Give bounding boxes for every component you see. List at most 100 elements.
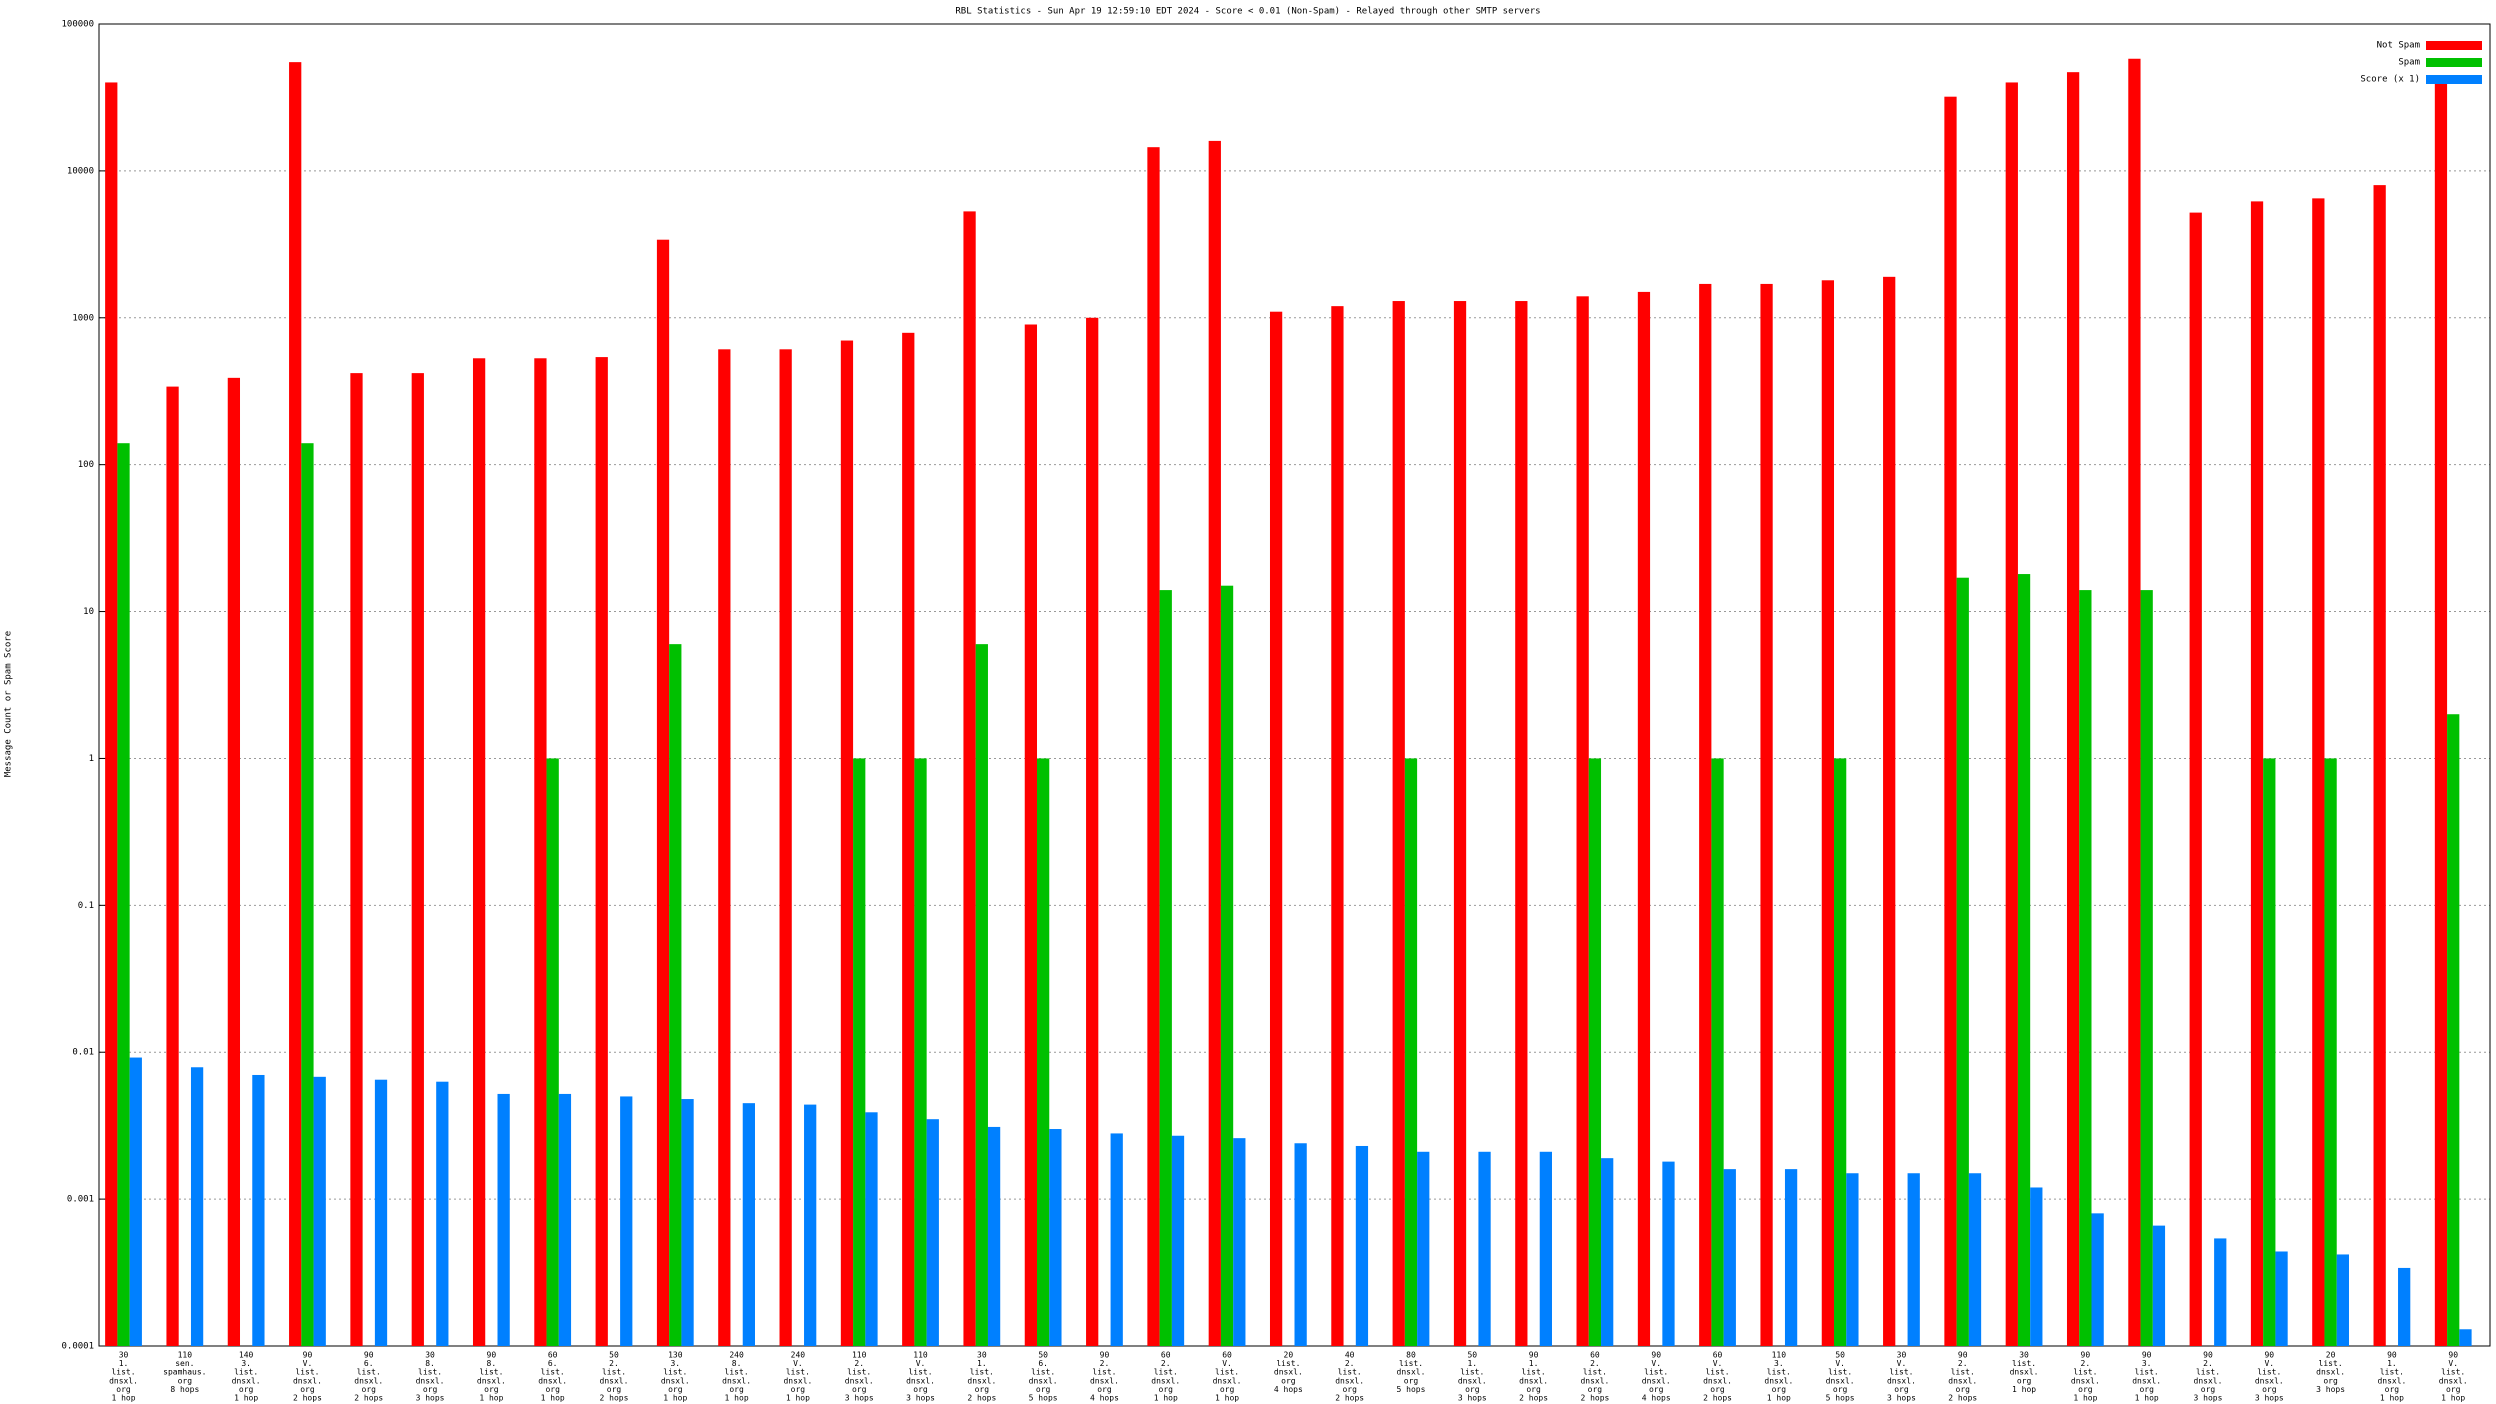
x-tick-label: 4 hops <box>1642 1394 1671 1403</box>
bar <box>534 358 547 1347</box>
bar <box>1760 283 1773 1347</box>
bar <box>2312 198 2325 1346</box>
x-tick-label: 5 hops <box>1826 1394 1855 1403</box>
bar <box>1147 147 1160 1347</box>
x-tick-label: 30 <box>977 1351 987 1360</box>
x-tick-label: 1 hop <box>2380 1394 2404 1403</box>
bar <box>2066 72 2080 1347</box>
x-tick-label: 1. <box>2387 1359 2397 1368</box>
x-tick-label: 2. <box>854 1359 864 1368</box>
x-tick-label: list. <box>541 1368 565 1377</box>
x-tick-label: 20 <box>1284 1351 1294 1360</box>
x-tick-label: list. <box>725 1368 749 1377</box>
x-tick-label: 1 hop <box>541 1394 565 1403</box>
x-tick-label: 6. <box>364 1359 374 1368</box>
x-tick-label: 1. <box>119 1359 129 1368</box>
bar <box>1024 324 1038 1347</box>
x-tick-label: 2 hops <box>1948 1394 1977 1403</box>
x-tick-label: list. <box>357 1368 381 1377</box>
x-tick-label: 4 hops <box>1274 1385 1303 1394</box>
bar <box>1588 758 1602 1346</box>
bar <box>558 1093 572 1346</box>
y-tick-label: 100 <box>78 460 94 470</box>
y-tick-label: 1 <box>89 754 94 764</box>
x-tick-label: list. <box>1583 1368 1607 1377</box>
bar <box>963 211 976 1347</box>
bar <box>117 443 130 1346</box>
x-tick-label: list. <box>2073 1368 2097 1377</box>
x-tick-label: org <box>1956 1385 1971 1394</box>
bar <box>2017 574 2031 1346</box>
x-tick-label: list. <box>1276 1359 1300 1368</box>
x-tick-label: spamhaus. <box>163 1368 206 1377</box>
bar <box>742 1103 755 1346</box>
bar <box>620 1096 633 1346</box>
x-tick-label: dnsxl. <box>1764 1376 1793 1385</box>
x-tick-label: list. <box>111 1368 135 1377</box>
x-tick-label: V. <box>1835 1359 1845 1368</box>
x-tick-label: dnsxl. <box>1151 1376 1180 1385</box>
x-tick-label: 90 <box>1529 1351 1539 1360</box>
x-tick-label: 50 <box>609 1351 619 1360</box>
legend-label: Not Spam <box>2377 41 2420 51</box>
x-tick-label: list. <box>1644 1368 1668 1377</box>
x-tick-label: 2. <box>1590 1359 1600 1368</box>
x-tick-label: org <box>852 1385 867 1394</box>
x-tick-label: 8. <box>487 1359 497 1368</box>
bar <box>840 340 854 1347</box>
x-tick-label: dnsxl. <box>722 1376 751 1385</box>
bar <box>227 377 241 1347</box>
bar <box>2275 1251 2288 1346</box>
x-tick-label: list. <box>1705 1368 1729 1377</box>
x-tick-label: 1 hop <box>786 1394 810 1403</box>
legend-label: Spam <box>2398 58 2420 68</box>
y-tick-label: 0.001 <box>67 1195 94 1205</box>
x-tick-label: V. <box>2448 1359 2458 1368</box>
x-tick-label: 50 <box>1835 1351 1845 1360</box>
x-tick-label: org <box>1710 1385 1725 1394</box>
x-tick-label: 2. <box>1958 1359 1968 1368</box>
x-tick-label: dnsxl. <box>1519 1376 1548 1385</box>
bar <box>546 758 559 1346</box>
x-tick-label: dnsxl. <box>477 1376 506 1385</box>
x-tick-label: 60 <box>1161 1351 1171 1360</box>
bar <box>669 644 682 1346</box>
x-tick-label: list. <box>2012 1359 2036 1368</box>
bar <box>1601 1158 1614 1346</box>
legend-swatch <box>2426 58 2482 67</box>
x-tick-label: dnsxl. <box>1887 1376 1916 1385</box>
y-tick-label: 10 <box>83 607 94 617</box>
x-tick-label: 4 hops <box>1090 1394 1119 1403</box>
x-tick-label: 3. <box>241 1359 251 1368</box>
x-tick-label: org <box>1404 1376 1419 1385</box>
bar <box>1515 301 1528 1346</box>
bar <box>1404 758 1418 1346</box>
bar <box>1269 311 1283 1347</box>
bar <box>2189 212 2202 1346</box>
x-tick-label: dnsxl. <box>1580 1376 1609 1385</box>
x-tick-label: list. <box>2196 1368 2220 1377</box>
bar <box>914 758 927 1346</box>
bar <box>1576 296 1589 1346</box>
bar <box>497 1093 510 1346</box>
x-tick-label: 2 hops <box>293 1394 322 1403</box>
bar <box>1233 1138 1246 1346</box>
x-tick-label: 1 hop <box>663 1394 687 1403</box>
x-tick-label: 1 hop <box>234 1394 258 1403</box>
bar <box>1478 1151 1491 1346</box>
bar <box>313 1076 326 1346</box>
x-tick-label: 3. <box>1774 1359 1784 1368</box>
x-tick-label: list. <box>1092 1368 1116 1377</box>
bar <box>2079 590 2092 1346</box>
x-tick-label: 2 hops <box>600 1394 629 1403</box>
x-tick-label: 2 hops <box>354 1394 383 1403</box>
x-tick-label: 1 hop <box>2073 1394 2097 1403</box>
x-tick-label: list. <box>479 1368 503 1377</box>
x-tick-label: list. <box>847 1368 871 1377</box>
x-tick-label: list. <box>1399 1359 1423 1368</box>
x-tick-label: 1 hop <box>479 1394 503 1403</box>
x-tick-label: org <box>2139 1385 2154 1394</box>
bar <box>1944 96 1957 1346</box>
bar <box>902 332 915 1347</box>
